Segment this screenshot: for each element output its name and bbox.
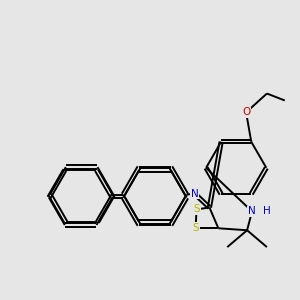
Text: S: S [193, 204, 200, 214]
Text: N: N [191, 189, 199, 199]
Text: O: O [242, 107, 250, 117]
Text: H: H [263, 206, 271, 216]
Text: S: S [192, 223, 199, 233]
Text: N: N [248, 206, 256, 216]
